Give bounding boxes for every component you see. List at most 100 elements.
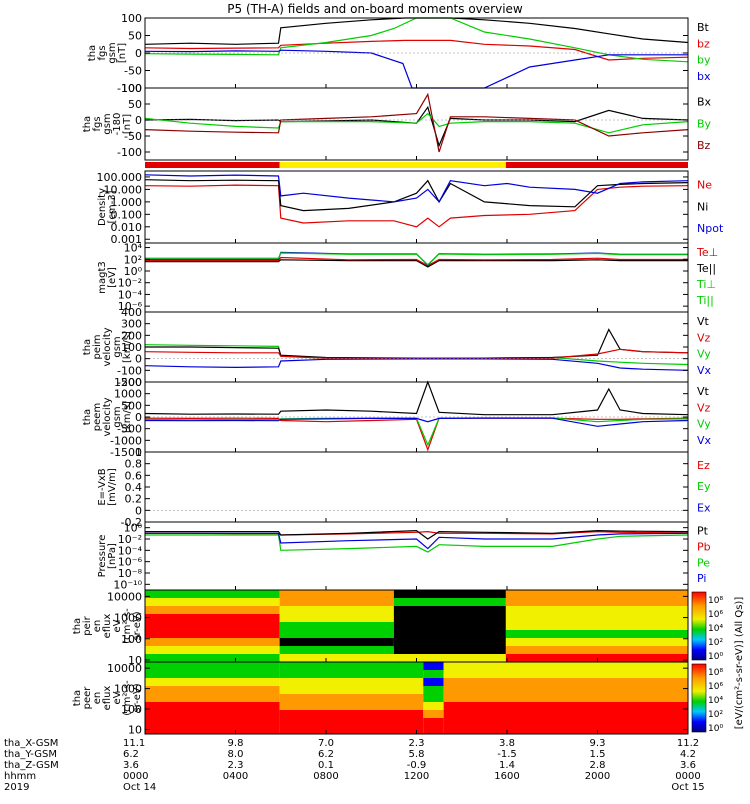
y-axis-label: gsm (107, 42, 118, 63)
heatmap-cell (505, 598, 688, 607)
y-tick-label: 100 (121, 12, 142, 25)
x-tick-value: 11.2 (677, 738, 699, 749)
y-tick-label: 0.010 (111, 221, 143, 234)
colorbar-scale (691, 663, 707, 733)
y-axis-label: gsm (112, 406, 123, 427)
y-tick-label: 10⁻⁴ (118, 544, 143, 557)
x-tick-value: 3.6 (123, 760, 139, 771)
legend-entry: Pi (697, 572, 706, 585)
y-axis-label: eflux (102, 614, 113, 639)
y-axis-label: tha (82, 116, 93, 132)
y-tick-label: 50 (128, 30, 142, 43)
y-tick-label: 10 (128, 723, 142, 736)
y-tick-label: 100 (121, 82, 142, 95)
legend-entry: Ne (697, 178, 712, 191)
y-tick-label: 1000 (114, 612, 142, 625)
heatmap-cell (279, 702, 424, 711)
x-tick-value: 0400 (223, 771, 248, 782)
panel-density: 100.00010.0001.0000.1000.0100.001Density… (97, 170, 724, 246)
heatmap-cell (279, 726, 424, 735)
panel-fgs-gse-detrend: 100 50 0 -50 -100 tha fgs gsm -180 [nT] Bx By Bz (82, 82, 712, 161)
y-axis-label: [cm-3] (107, 190, 118, 223)
series-line (144, 179, 689, 212)
y-axis-label: tha (87, 45, 98, 61)
y-axis-label: fgs (92, 116, 103, 131)
x-row-label: tha_Y-GSM (4, 749, 57, 760)
heatmap-cell (443, 686, 688, 695)
x-row-label: tha_X-GSM (4, 738, 58, 749)
series-line (145, 328, 689, 359)
series-line (144, 184, 689, 228)
series-line (144, 417, 689, 427)
x-tick-value: Oct 14 (123, 782, 156, 793)
y-axis-label: magt3 (97, 261, 108, 294)
heatmap-cell (279, 590, 394, 599)
y-tick-label: 10⁻⁶ (118, 300, 143, 313)
y-axis-label: peem (92, 403, 103, 431)
panel-peer-spectrogram: 10000 1000 100 10 tha peer en eflux eV (cm²-s-sr-… (72, 661, 689, 736)
y-tick-label: 10⁴ (124, 242, 143, 255)
y-axis-label: Pressure (97, 535, 108, 578)
legend-entry: Vt (697, 315, 710, 328)
y-axis-label: gsm (112, 336, 123, 357)
x-tick-value: 0000 (123, 771, 148, 782)
y-tick-label: 0.100 (111, 208, 143, 221)
y-tick-label: 1.000 (111, 196, 143, 209)
y-tick-label: 0.6 (125, 469, 143, 482)
series-line (144, 174, 689, 203)
y-axis-label: en (92, 620, 103, 633)
x-tick-value: 11.1 (123, 738, 145, 749)
y-axis-label: (cm²-s- (122, 608, 133, 644)
heatmap-cell (145, 590, 280, 599)
heatmap-cell (423, 726, 444, 735)
y-axis-label: [mV/m] (107, 468, 118, 506)
heatmap-cell (393, 598, 506, 607)
series-line (145, 252, 688, 266)
x-tick-value: 6.2 (318, 749, 334, 760)
y-tick-label: 10⁻² (118, 277, 142, 290)
heatmap-cell (279, 646, 394, 655)
x-tick-value: 2.8 (590, 760, 606, 771)
y-tick-label: 1 (135, 446, 142, 459)
heatmap-cell (145, 630, 280, 639)
heatmap-cell (145, 638, 280, 647)
series-line (144, 348, 689, 359)
y-tick-label: 10⁻² (118, 533, 142, 546)
heatmap-cell (145, 622, 280, 631)
x-tick-value: 8.0 (228, 749, 244, 760)
y-tick-label: 0.2 (125, 493, 143, 506)
y-axis-label: [km/s] (122, 331, 133, 363)
y-tick-label: 400 (121, 306, 142, 319)
x-tick-value: 9.8 (228, 738, 244, 749)
y-tick-label: 10000 (107, 662, 142, 675)
y-axis-label: gsm (102, 113, 113, 134)
legend-entry: by (697, 54, 711, 67)
x-tick-value: 3.6 (680, 760, 696, 771)
heatmap-cell (145, 710, 280, 719)
colorbar-label: [eV/(cm²-s-sr-eV)] (All Qs)] (734, 597, 745, 730)
series-line (145, 534, 689, 553)
y-tick-label: -1000 (110, 434, 142, 447)
y-tick-label: 0.4 (125, 481, 143, 494)
series-line (144, 17, 689, 63)
series-line (144, 112, 689, 134)
y-tick-label: 10⁻⁸ (118, 567, 143, 580)
heatmap-cell (505, 646, 688, 655)
legend-entry: Ez (697, 459, 710, 472)
heatmap-cell (145, 646, 280, 655)
series-line (145, 259, 688, 268)
legend-entry: Ti⊥ (696, 278, 716, 291)
heatmap-cell (393, 654, 506, 663)
heatmap-cell (505, 590, 688, 599)
legend-entry: Pe (697, 556, 710, 569)
y-tick-label: 100 (121, 341, 142, 354)
x-tick-value: 0800 (313, 771, 338, 782)
colorbar: 10⁸ 10⁶ 10⁴ 10² 10⁰ 10⁸ 10⁶ 10⁴ 10² 10⁰ [eV/(cm²-s… (691, 591, 745, 734)
y-axis-label: sr-eV) (132, 683, 143, 712)
y-tick-label: 100 (121, 633, 142, 646)
heatmap-cell (279, 670, 424, 679)
series-line (144, 49, 688, 89)
heatmap-cell (393, 622, 506, 631)
legend-entry: Ni (697, 200, 708, 213)
heatmap-cell (279, 638, 394, 647)
